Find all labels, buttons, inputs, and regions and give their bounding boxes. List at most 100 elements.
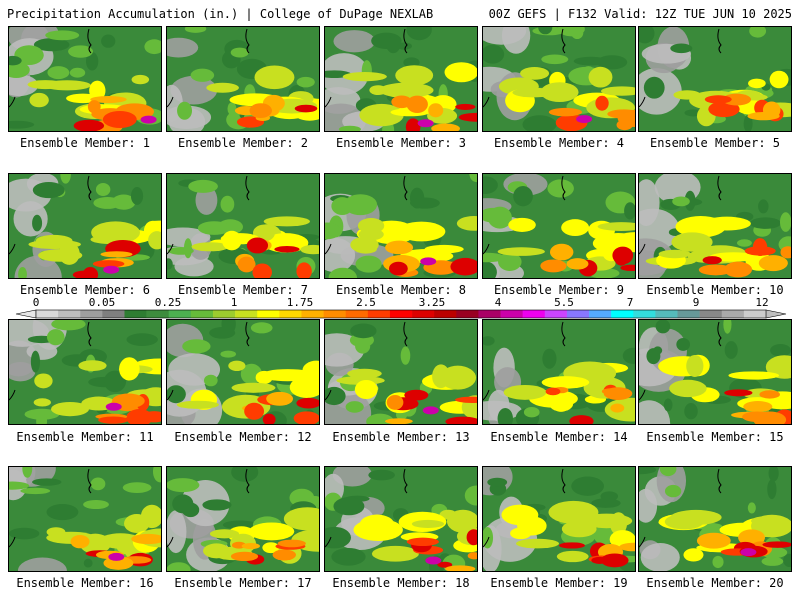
colorbar-swatch [102,310,125,318]
coastline [483,536,490,548]
heavy-precip-cell [274,246,300,253]
colorbar-swatch [544,310,568,318]
precip-cell [736,239,752,247]
precip-map [9,320,161,424]
precip-cell [406,27,432,41]
precip-cell [182,339,211,354]
precip-cell [723,320,732,334]
colorbar-tick-label: 12 [755,296,768,309]
precip-map [639,320,791,424]
precip-cell [144,39,161,55]
precip-cell [347,368,382,379]
precip-cell [338,125,361,131]
ensemble-panel-12 [166,319,320,425]
precip-cell [47,66,70,80]
colorbar-swatch [323,310,346,318]
precip-cell [122,482,152,493]
ensemble-member-label: Ensemble Member: 17 [174,576,312,590]
heavy-precip-cell [616,119,633,131]
heavy-precip-cell [744,246,776,256]
precip-map [639,27,791,131]
colorbar-swatch [589,310,612,318]
precip-cell [131,74,150,85]
coastline [245,321,250,347]
precip-cell [50,401,89,417]
precip-map [167,467,319,571]
precip-cell [673,90,701,100]
ensemble-panel-14 [482,319,636,425]
precip-cell [263,216,311,227]
colorbar-swatch [367,310,391,318]
precip-cell [646,348,661,365]
precip-cell [397,221,446,242]
heavy-precip-cell [102,111,137,128]
precip-cell [501,504,539,526]
precip-cell [355,255,382,273]
precip-cell [83,499,109,510]
precip-cell [231,382,276,393]
precip-cell [751,516,778,526]
precip-cell [140,504,161,529]
precip-cell [33,398,51,407]
precip-cell [28,239,81,249]
heavy-precip-cell [758,255,788,272]
precip-cell [487,206,512,229]
dry-area [167,37,199,58]
colorbar-tick-label: 7 [627,296,634,309]
dry-area [13,201,48,237]
precip-cell [368,469,395,481]
ensemble-panel-1 [8,26,162,132]
precip-cell [230,47,249,58]
heavy-precip-cell [762,541,791,548]
precip-cell [541,376,590,389]
precip-cell [747,502,756,514]
heavy-precip-cell [747,111,780,121]
colorbar-swatch [36,310,59,318]
coastline [87,175,92,201]
precip-cell [724,341,738,359]
precip-cell [767,479,777,500]
heavy-precip-cell [90,95,127,103]
precip-cell [671,232,713,252]
precip-cell [769,70,789,89]
precip-cell [702,216,751,231]
dry-area [167,227,211,247]
precip-cell [228,360,246,372]
dry-area [501,27,531,54]
heavy-precip-cell [293,411,319,424]
colorbar-svg: 0 0.05 0.25 1 1.75 2.5 3.25 4 5.5 7 9 12 [15,296,787,319]
ensemble-panel-3 [324,26,478,132]
ensemble-panel-10 [638,173,792,279]
heavy-precip-cell [454,396,477,403]
heavy-precip-cell [249,103,272,119]
colorbar-tick-label: 5.5 [554,296,574,309]
heavy-precip-cell [600,553,629,568]
precip-cell [172,494,194,514]
coastline [639,536,646,548]
precip-cell [542,348,557,369]
colorbar-swatch [677,310,700,318]
coastline [325,536,332,548]
heavy-precip-cell [230,551,259,562]
precip-cell [167,258,173,270]
heavy-precip-cell [742,411,772,423]
precip-map [9,467,161,571]
precip-map [325,174,477,278]
heavy-precip-cell [743,401,773,413]
precip-cell [148,231,161,250]
heavy-precip-cell [296,397,319,409]
heavy-precip-cell [595,95,609,111]
precip-cell [9,55,22,66]
precip-cell [45,30,80,41]
ensemble-panel-20 [638,466,792,572]
precip-cell [46,329,65,346]
precip-map [9,27,161,131]
extreme-precip-cell [740,548,757,557]
ensemble-panel-9 [482,173,636,279]
precip-cell [684,190,696,211]
valid-time: 00Z GEFS | F132 Valid: 12Z TUE JUN 10 20… [488,7,792,21]
precip-cell [600,86,635,96]
colorbar-tick-label: 1.75 [287,296,314,309]
precip-cell [262,542,280,554]
precip-cell [126,333,158,346]
